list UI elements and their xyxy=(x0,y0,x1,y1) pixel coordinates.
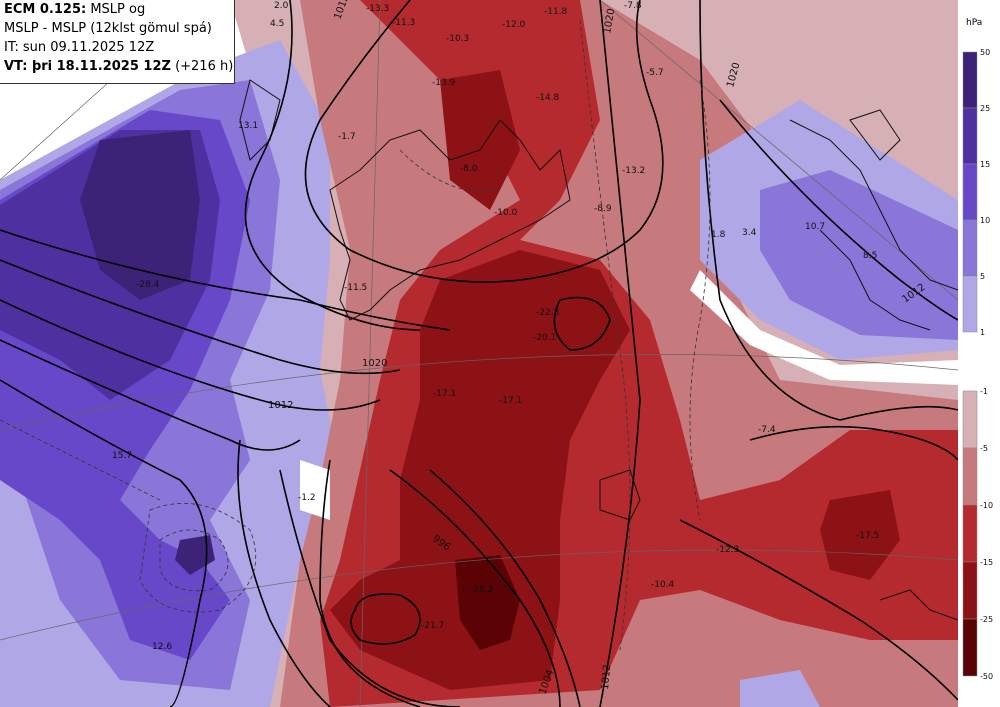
color-legend: hPa 50 25 15 10 5 1 -1 -5 -10 -15 -25 -50 xyxy=(958,0,1000,707)
value-label: -10.3 xyxy=(446,34,469,44)
field-pos-medium-east xyxy=(760,170,958,340)
value-label: -14.8 xyxy=(536,93,560,103)
isobar-label: 1012 xyxy=(268,400,293,411)
field-neutral-gap-east xyxy=(690,270,958,385)
forecast-info-box: ECM 0.125: MSLP og MSLP - MSLP (12klst g… xyxy=(0,0,235,84)
initial-time: IT: sun 09.11.2025 12Z xyxy=(4,40,155,55)
value-label: -13.3 xyxy=(366,4,389,14)
isobar-label: 1020 xyxy=(362,358,387,369)
value-label: -10.4 xyxy=(651,580,675,590)
field-neutral-gap xyxy=(300,460,330,520)
legend-negative-tick-label: -1 xyxy=(980,387,988,396)
value-label: -17.1 xyxy=(433,389,456,399)
value-label: -11.3 xyxy=(392,18,415,28)
field-description: MSLP - MSLP (12klst gömul spá) xyxy=(4,21,212,36)
value-label: -17.5 xyxy=(856,531,879,541)
weather-map: 13.1 -1.7 -28.4 -11.5 15.7 -1.2 12.6 -13… xyxy=(0,0,958,707)
map-svg: 13.1 -1.7 -28.4 -11.5 15.7 -1.2 12.6 -13… xyxy=(0,0,958,707)
value-label: -1.7 xyxy=(338,132,356,142)
legend-svg: 50 25 15 10 5 1 -1 -5 -10 -15 -25 -50 xyxy=(962,48,993,681)
value-label: -1.2 xyxy=(298,493,316,503)
legend-negative-swatch xyxy=(962,504,978,563)
value-label: 15.7 xyxy=(112,451,132,461)
field-neg-dark xyxy=(330,250,630,690)
value-label: -11.5 xyxy=(344,283,367,293)
legend-positive-tick-label: 5 xyxy=(980,272,985,281)
legend-negative-swatch xyxy=(962,447,978,506)
value-label: -20.1 xyxy=(533,333,556,343)
legend-positive-swatch xyxy=(962,107,978,165)
field-pos-darkest-west xyxy=(80,130,200,300)
value-label: -10.0 xyxy=(494,208,518,218)
field-neg-strong-east xyxy=(820,490,900,580)
valid-time: VT: þri 18.11.2025 12Z (+216 h) xyxy=(4,59,234,74)
dashed-contours xyxy=(0,19,711,651)
value-label: 2.0 xyxy=(274,1,289,11)
field-neg-dark-north xyxy=(440,70,520,210)
value-label: -13.9 xyxy=(432,78,456,88)
value-label: -13.2 xyxy=(622,166,645,176)
legend-positive-swatch xyxy=(962,163,978,221)
value-label: -17.1 xyxy=(499,396,522,406)
value-label: -12.3 xyxy=(716,545,739,555)
legend-negative-tick-label: -25 xyxy=(980,615,993,624)
isobar-label: 1012 xyxy=(600,664,613,690)
legend-positive-tick-label: 15 xyxy=(980,160,990,169)
legend-negative-scale: -1 -5 -10 -15 -25 -50 xyxy=(962,387,993,681)
value-labels: 13.1 -1.7 -28.4 -11.5 15.7 -1.2 12.6 -13… xyxy=(112,1,879,652)
value-label: -12.0 xyxy=(502,20,526,30)
isobar-label: 1020 xyxy=(602,8,617,35)
value-label: -11.8 xyxy=(544,7,568,17)
value-label: 4.5 xyxy=(270,19,284,29)
isobars xyxy=(0,0,958,707)
value-label: -21.7 xyxy=(421,621,444,631)
model-title: ECM 0.125: MSLP og xyxy=(4,2,146,17)
value-label: -28.2 xyxy=(470,585,493,595)
legend-negative-swatch xyxy=(962,618,978,677)
legend-positive-swatch xyxy=(962,219,978,277)
field-pos-bottom-right xyxy=(740,670,820,707)
legend-negative-tick-label: -50 xyxy=(980,672,993,681)
legend-negative-swatch xyxy=(962,561,978,620)
legend-positive-scale: 50 25 15 10 5 1 xyxy=(962,48,990,337)
value-label: -22.3 xyxy=(536,308,559,318)
value-label: -28.4 xyxy=(136,280,160,290)
value-label: -7.8 xyxy=(624,1,642,11)
value-label: 3.4 xyxy=(742,228,757,238)
legend-positive-swatch xyxy=(962,275,978,333)
legend-negative-tick-label: -5 xyxy=(980,444,988,453)
legend-unit: hPa xyxy=(966,18,983,28)
value-label: 12.6 xyxy=(152,642,172,652)
legend-negative-tick-label: -10 xyxy=(980,501,993,510)
anomaly-fields xyxy=(0,0,958,707)
legend-negative-swatch xyxy=(962,390,978,449)
value-label: -7.4 xyxy=(758,425,776,435)
legend-positive-tick-label: 1 xyxy=(980,328,985,337)
legend-positive-tick-label: 50 xyxy=(980,48,990,57)
value-label: 13.1 xyxy=(238,121,258,131)
legend-positive-tick-label: 10 xyxy=(980,216,990,225)
legend-negative-tick-label: -15 xyxy=(980,558,993,567)
value-label: -8.0 xyxy=(460,164,478,174)
legend-positive-tick-label: 25 xyxy=(980,104,990,113)
value-label: 8.5 xyxy=(863,251,877,261)
field-pos-spot xyxy=(175,535,215,575)
value-label: 1.8 xyxy=(711,230,726,240)
value-label: -5.7 xyxy=(646,68,664,78)
value-label: 10.7 xyxy=(805,222,825,232)
value-label: -8.9 xyxy=(594,204,612,214)
legend-positive-swatch xyxy=(962,51,978,109)
